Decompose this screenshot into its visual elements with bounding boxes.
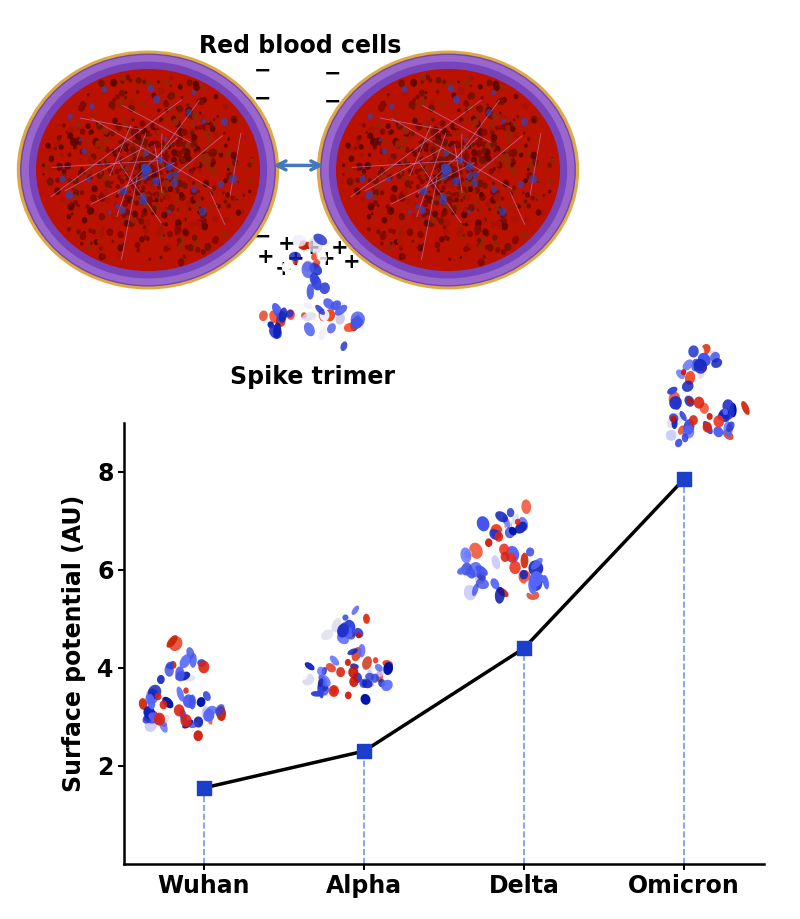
Text: −: −: [324, 91, 342, 111]
Text: −: −: [324, 174, 342, 194]
Text: −: −: [254, 88, 271, 108]
Text: −: −: [324, 119, 342, 139]
Point: [358, 743, 370, 758]
Text: +: +: [257, 247, 274, 267]
Text: −: −: [254, 143, 271, 164]
Text: Spike trimer: Spike trimer: [230, 365, 394, 389]
Point: [518, 641, 530, 655]
Point: [678, 471, 690, 486]
Text: +: +: [343, 252, 361, 272]
Text: −: −: [324, 63, 342, 84]
Text: −: −: [254, 199, 271, 219]
Text: −: −: [254, 226, 271, 246]
Text: +: +: [287, 249, 305, 269]
Text: +: +: [331, 238, 349, 258]
Y-axis label: Surface potential (AU): Surface potential (AU): [62, 494, 86, 792]
Text: +: +: [303, 238, 321, 258]
Text: +: +: [275, 259, 293, 279]
Text: −: −: [254, 116, 271, 136]
Text: −: −: [254, 61, 271, 81]
Text: +: +: [318, 249, 335, 269]
Text: +: +: [278, 233, 295, 254]
Point: [198, 780, 210, 795]
Text: Red blood cells: Red blood cells: [199, 34, 401, 58]
Text: −: −: [324, 146, 342, 166]
Text: −: −: [254, 171, 271, 191]
